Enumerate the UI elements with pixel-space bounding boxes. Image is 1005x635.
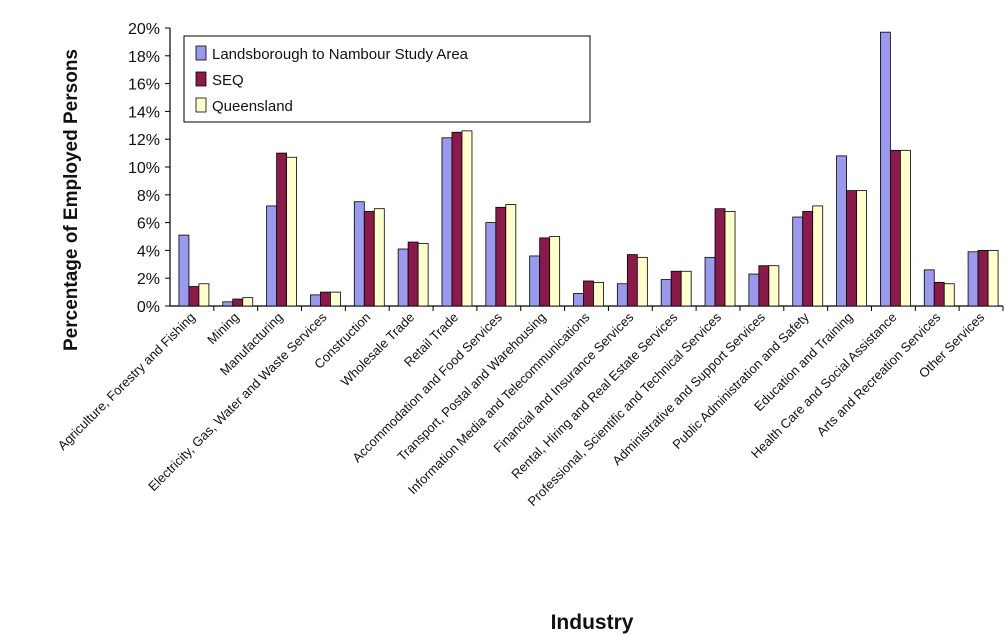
bar-series-2: [330, 291, 341, 307]
y-tick-label: 4%: [137, 243, 160, 260]
bar-series-2: [505, 204, 517, 307]
y-tick-label: 16%: [128, 77, 160, 94]
bar-series-1: [276, 152, 288, 307]
bar-series-2: [549, 236, 561, 307]
category-label: Mining: [204, 310, 242, 348]
bar-series-1: [363, 211, 375, 307]
bar-series-0: [704, 256, 716, 307]
bar-series-0: [923, 269, 935, 307]
bar-series-1: [495, 206, 507, 307]
bar-series-1: [583, 280, 594, 307]
bar-series-0: [178, 234, 190, 307]
bar-series-1: [846, 190, 857, 307]
bar-series-2: [636, 256, 648, 307]
legend-swatch: [195, 71, 207, 87]
bar-series-0: [441, 137, 453, 307]
legend-swatch: [195, 45, 207, 61]
y-tick-label: 0%: [137, 299, 160, 316]
bar-series-0: [616, 283, 628, 307]
bar-series-1: [451, 131, 463, 307]
bar-series-1: [320, 291, 331, 307]
bar-series-0: [397, 248, 409, 307]
bar-series-0: [573, 293, 584, 307]
y-tick-label: 20%: [128, 21, 160, 38]
x-axis-title: Industry: [551, 611, 634, 634]
legend-label: Queensland: [212, 98, 293, 115]
bar-series-1: [977, 249, 989, 307]
bar-series-2: [724, 211, 736, 307]
bar-series-0: [222, 301, 234, 307]
bar-series-1: [758, 265, 770, 307]
bar-series-2: [987, 249, 999, 307]
y-tick-label: 14%: [128, 104, 160, 121]
bar-series-2: [593, 281, 604, 307]
bar-series-1: [232, 298, 244, 307]
bar-series-0: [266, 205, 278, 307]
category-label: Rental, Hiring and Real Estate Services: [508, 309, 680, 481]
bar-series-2: [242, 297, 254, 307]
bar-series-1: [407, 241, 419, 307]
bar-series-1: [626, 254, 638, 307]
bar-series-0: [748, 273, 760, 307]
bar-series-1: [889, 149, 901, 307]
y-tick-label: 2%: [137, 271, 160, 288]
y-tick-label: 12%: [128, 132, 160, 149]
bar-series-2: [856, 190, 867, 307]
bar-series-2: [812, 205, 824, 307]
bar-series-0: [836, 155, 847, 307]
bar-series-0: [485, 222, 497, 307]
legend-box: [183, 35, 591, 123]
bar-series-0: [967, 251, 979, 307]
bar-series-2: [899, 149, 911, 307]
bar-series-2: [417, 243, 429, 307]
y-tick-label: 6%: [137, 216, 160, 233]
bar-series-1: [670, 270, 682, 307]
bar-series-0: [660, 279, 672, 307]
bar-series-2: [680, 270, 692, 307]
bar-series-2: [768, 265, 780, 307]
bar-series-0: [529, 255, 541, 307]
bar-series-1: [539, 237, 551, 307]
y-tick-label: 10%: [128, 160, 160, 177]
legend-label: SEQ: [212, 72, 244, 89]
bar-series-0: [310, 294, 321, 307]
y-axis-title: Percentage of Employed Persons: [61, 49, 82, 351]
legend-swatch: [195, 97, 207, 113]
bar-series-1: [802, 211, 814, 307]
bar-series-0: [353, 201, 365, 307]
bar-series-2: [461, 130, 473, 307]
bar-series-2: [373, 208, 385, 307]
bar-series-0: [879, 31, 891, 307]
bar-series-2: [198, 283, 210, 307]
y-tick-label: 18%: [128, 49, 160, 66]
bar-series-2: [943, 283, 955, 307]
bar-series-0: [792, 216, 804, 307]
legend-label: Landsborough to Nambour Study Area: [212, 46, 469, 63]
y-tick-label: 8%: [137, 188, 160, 205]
bar-series-1: [714, 208, 726, 307]
bar-series-2: [286, 156, 298, 307]
bar-series-1: [933, 281, 945, 307]
bar-series-1: [188, 286, 200, 307]
